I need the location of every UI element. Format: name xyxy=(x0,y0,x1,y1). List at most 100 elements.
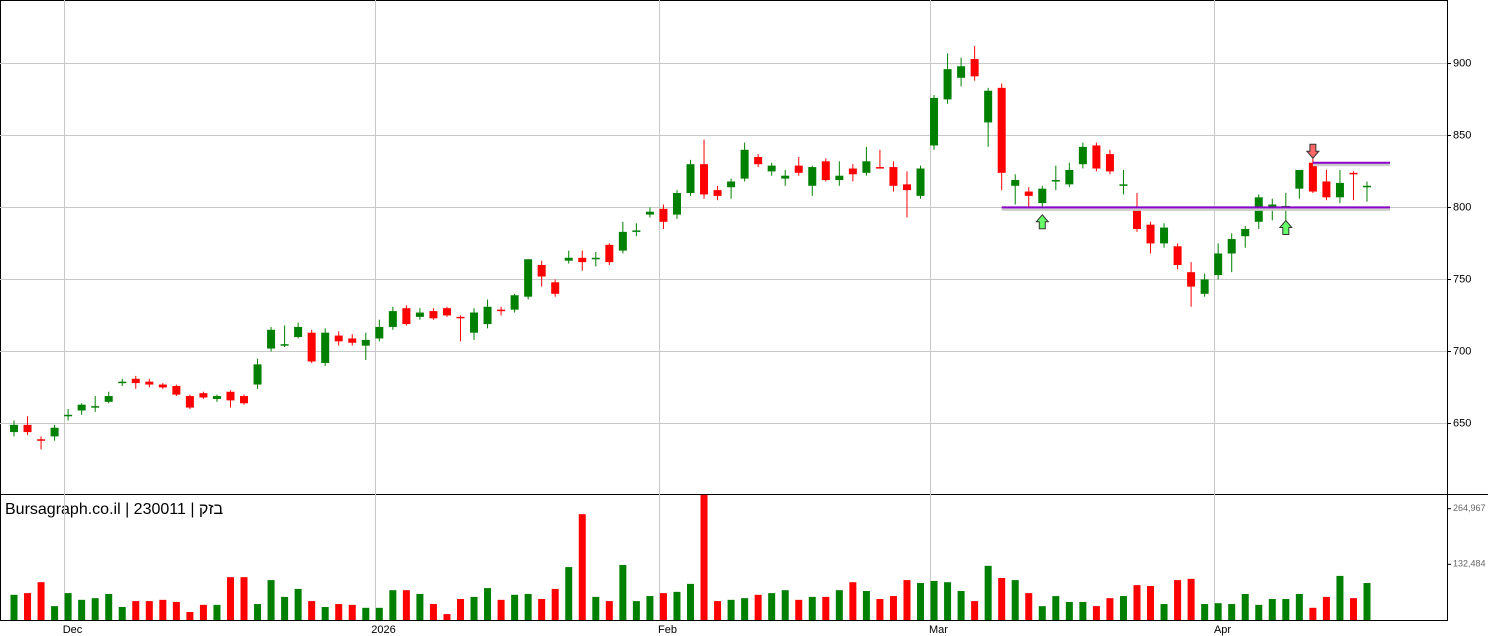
volume-bar xyxy=(375,607,383,620)
volume-bar xyxy=(659,593,667,620)
candle-body xyxy=(930,97,939,146)
candle-body xyxy=(497,309,506,312)
volume-bar xyxy=(646,596,654,620)
volume-bar xyxy=(172,601,180,620)
candle-body xyxy=(1132,207,1141,229)
volume-bar xyxy=(145,601,153,620)
candle-body xyxy=(686,164,695,193)
candle-body xyxy=(984,90,993,123)
candle-body xyxy=(1146,224,1155,244)
candle-body xyxy=(943,69,952,100)
volume-bar xyxy=(917,583,925,620)
volume-bar xyxy=(889,596,897,620)
volume-bar xyxy=(538,599,546,620)
candle-body xyxy=(1065,169,1074,185)
candle-body xyxy=(1038,188,1047,204)
candle-body xyxy=(429,311,438,319)
volume-bar xyxy=(578,514,586,620)
candle-body xyxy=(321,332,330,363)
candle-body xyxy=(240,396,249,404)
volume-bar xyxy=(727,599,735,620)
y2-tick-label: 264,967 xyxy=(1453,503,1486,513)
y-tick-label: 750 xyxy=(1453,273,1471,285)
candle-body xyxy=(524,259,533,297)
candle-body xyxy=(199,393,208,398)
candle-body xyxy=(131,378,140,384)
candle-body xyxy=(388,311,397,327)
volume-bar xyxy=(592,596,600,620)
volume-bar xyxy=(835,590,843,620)
candle-body xyxy=(564,257,573,261)
volume-bar xyxy=(362,607,370,620)
volume-bar xyxy=(199,604,207,620)
candle-body xyxy=(551,282,560,294)
candle-body xyxy=(415,312,424,317)
candle-body xyxy=(618,231,627,251)
candle-body xyxy=(848,168,857,175)
candle-body xyxy=(1227,239,1236,254)
x-tick-label: 2026 xyxy=(371,624,395,636)
candle-body xyxy=(10,424,18,433)
candle-body xyxy=(1187,272,1196,287)
volume-bar xyxy=(402,590,410,620)
candle-body xyxy=(1308,162,1317,192)
candle-body xyxy=(1214,253,1223,276)
volume-bar xyxy=(673,591,681,620)
volume-bar xyxy=(1092,606,1100,620)
volume-bar xyxy=(565,567,573,620)
volume-bar xyxy=(741,598,749,620)
candle-body xyxy=(1092,145,1101,169)
volume-bar xyxy=(456,599,464,620)
candle-body xyxy=(916,168,925,196)
candle-body xyxy=(77,404,86,411)
volume-bar xyxy=(714,601,722,620)
volume-bar xyxy=(37,582,45,620)
candle-body xyxy=(727,181,736,188)
candle-body xyxy=(781,175,790,179)
volume-bar xyxy=(1147,585,1155,620)
candle-body xyxy=(970,59,979,77)
x-tick-label: Feb xyxy=(658,624,677,636)
volume-bar xyxy=(1079,601,1087,620)
volume-bar xyxy=(1255,604,1263,620)
volume-bar xyxy=(849,582,857,620)
candle-body xyxy=(889,167,898,186)
candle-body xyxy=(483,306,492,325)
volume-bar xyxy=(1038,606,1046,620)
volume-bar xyxy=(51,606,59,620)
volume-bar xyxy=(78,599,86,620)
volume-bar xyxy=(497,599,505,620)
candle-body xyxy=(375,326,384,339)
candle-body xyxy=(537,265,546,277)
volume-bar xyxy=(1349,598,1357,620)
candle-body xyxy=(1160,227,1169,244)
candle-body xyxy=(713,190,722,196)
volume-bar xyxy=(984,565,992,620)
candle-body xyxy=(1295,169,1304,189)
volume-bar xyxy=(1065,601,1073,620)
volume-bar xyxy=(876,599,884,620)
x-tick-label: Apr xyxy=(1214,624,1231,636)
candle-body xyxy=(145,381,154,385)
volume-bar xyxy=(105,593,113,620)
candle-body xyxy=(902,184,911,191)
volume-bar xyxy=(605,601,613,620)
volume-bar xyxy=(308,601,316,620)
volume-bar xyxy=(687,583,694,620)
candle-body xyxy=(794,165,803,173)
candle-body xyxy=(1322,181,1331,198)
candle-body xyxy=(37,439,46,441)
candle-body xyxy=(334,335,343,342)
volume-bar xyxy=(1214,603,1222,620)
candle-body xyxy=(578,257,587,263)
candle-body xyxy=(253,364,262,385)
candle-body xyxy=(700,164,709,195)
volume-bar xyxy=(470,596,478,620)
volume-bar xyxy=(1241,593,1249,620)
volume-bar xyxy=(781,590,789,620)
candle-body xyxy=(1335,182,1344,198)
candle-body xyxy=(1119,184,1128,186)
volume-bar xyxy=(389,590,397,620)
buy-arrow xyxy=(1278,219,1293,236)
